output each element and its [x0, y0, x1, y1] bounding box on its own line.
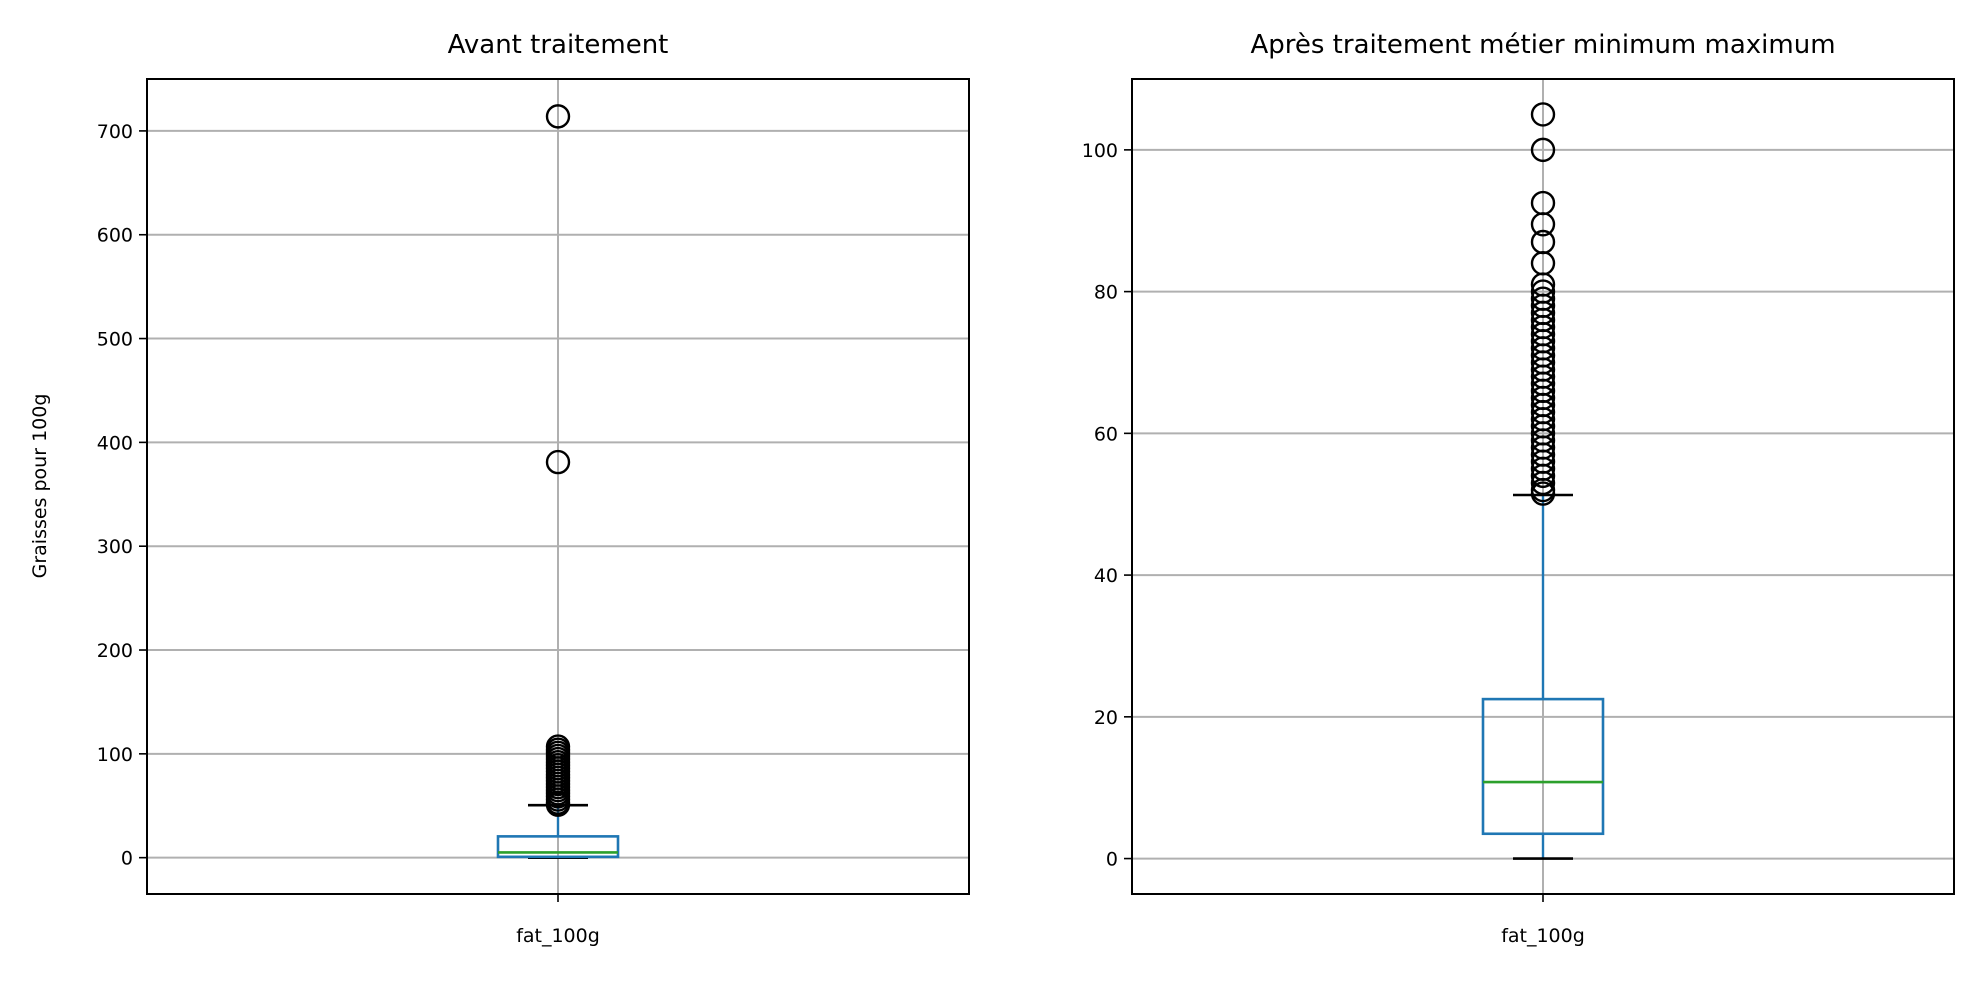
plot-elements [496, 104, 620, 859]
outlier-point [1530, 470, 1556, 496]
y-tick-label: 500 [97, 329, 133, 351]
outlier-point [545, 449, 571, 475]
x-axis: fat_100g [516, 894, 600, 947]
chart-title: Avant traitement [448, 30, 669, 60]
outlier-point [1530, 102, 1556, 127]
y-tick-label: 700 [97, 121, 133, 143]
y-axis: 0 20 40 60 80 100 [1082, 140, 1132, 871]
y-tick-label: 300 [97, 536, 133, 558]
y-tick-label: 40 [1094, 565, 1118, 587]
outlier-point [545, 104, 571, 129]
boxplot-before: 0 100 200 300 400 500 600 700 fat_100g Avant tr… [29, 30, 970, 947]
grid-lines [147, 79, 969, 894]
x-tick-label: fat_100g [1501, 925, 1585, 947]
x-tick-label: fat_100g [516, 925, 600, 947]
y-axis-label: Graisses pour 100g [29, 394, 51, 579]
y-axis: 0 100 200 300 400 500 600 700 [97, 121, 147, 870]
y-tick-label: 80 [1094, 282, 1118, 304]
boxplot-after: 0 20 40 60 80 100 fat_100g Après traitement m… [1082, 30, 1955, 947]
y-tick-label: 100 [97, 744, 133, 766]
y-tick-label: 60 [1094, 423, 1118, 445]
y-tick-label: 0 [121, 848, 133, 870]
outlier-point [545, 792, 571, 817]
y-tick-label: 400 [97, 432, 133, 454]
y-tick-label: 100 [1082, 140, 1118, 162]
y-tick-label: 600 [97, 225, 133, 247]
outlier-point [1530, 463, 1556, 489]
chart-title: Après traitement métier minimum maximum [1250, 30, 1835, 60]
box [496, 835, 620, 859]
outlier-point [1530, 481, 1556, 506]
box [1481, 697, 1605, 836]
x-axis: fat_100g [1501, 894, 1585, 947]
y-tick-label: 20 [1094, 707, 1118, 729]
y-tick-label: 200 [97, 640, 133, 662]
y-tick-label: 0 [1106, 849, 1118, 871]
plot-elements [1481, 102, 1605, 860]
outlier-point [1530, 212, 1556, 237]
outlier-point [1530, 137, 1556, 163]
